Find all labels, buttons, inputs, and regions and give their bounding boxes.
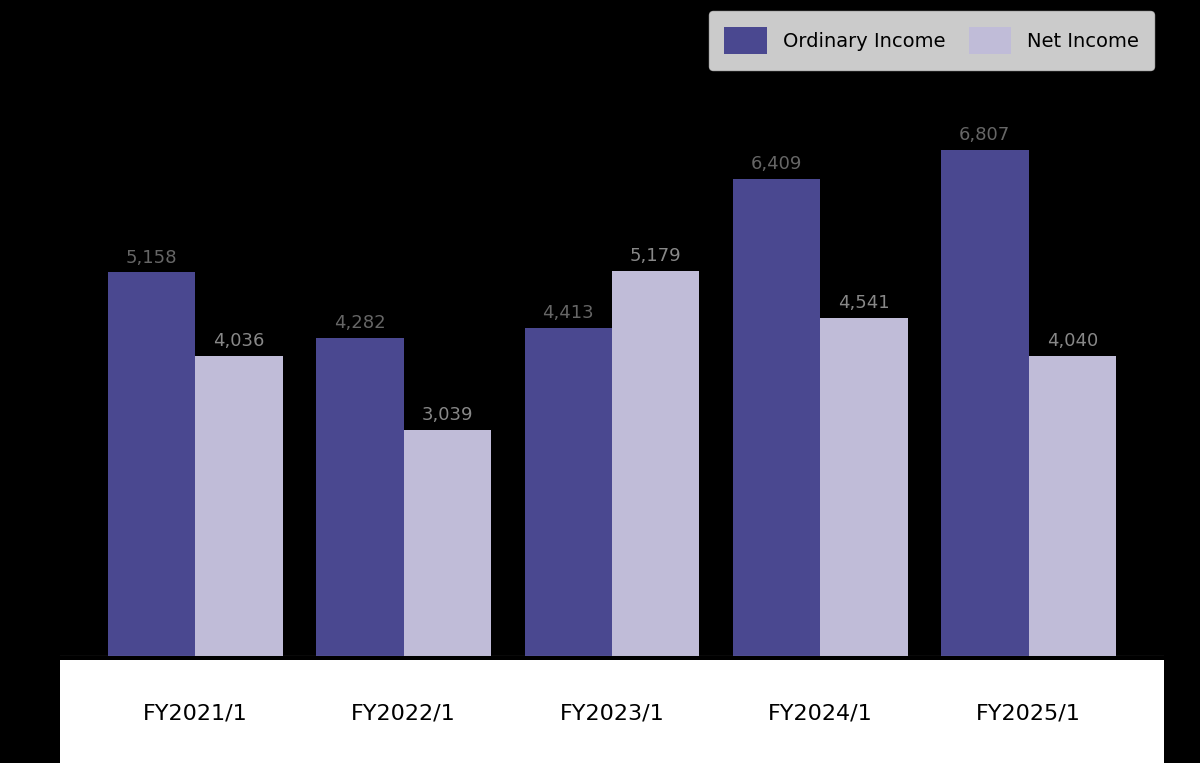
Text: 4,413: 4,413 <box>542 304 594 322</box>
Bar <box>821 318 907 656</box>
Bar <box>733 179 821 656</box>
Bar <box>1028 356 1116 656</box>
Bar <box>196 356 283 656</box>
Text: 6,807: 6,807 <box>959 126 1010 144</box>
Text: 4,282: 4,282 <box>334 314 385 332</box>
Text: FY2021/1: FY2021/1 <box>143 703 247 723</box>
Text: 4,036: 4,036 <box>214 332 265 350</box>
Bar <box>108 272 196 656</box>
Bar <box>612 271 700 656</box>
Bar <box>524 328 612 656</box>
Text: FY2024/1: FY2024/1 <box>768 703 872 723</box>
Bar <box>403 430 491 656</box>
Text: 6,409: 6,409 <box>751 156 803 173</box>
Text: FY2025/1: FY2025/1 <box>976 703 1081 723</box>
Text: 3,039: 3,039 <box>421 406 473 424</box>
Legend: Ordinary Income, Net Income: Ordinary Income, Net Income <box>709 11 1154 70</box>
Text: 5,158: 5,158 <box>126 249 178 266</box>
Text: 4,541: 4,541 <box>839 295 890 312</box>
Bar <box>941 150 1028 656</box>
Text: FY2022/1: FY2022/1 <box>352 703 456 723</box>
Text: FY2023/1: FY2023/1 <box>559 703 665 723</box>
Bar <box>317 338 403 656</box>
Text: 4,040: 4,040 <box>1046 332 1098 349</box>
Text: 5,179: 5,179 <box>630 247 682 265</box>
